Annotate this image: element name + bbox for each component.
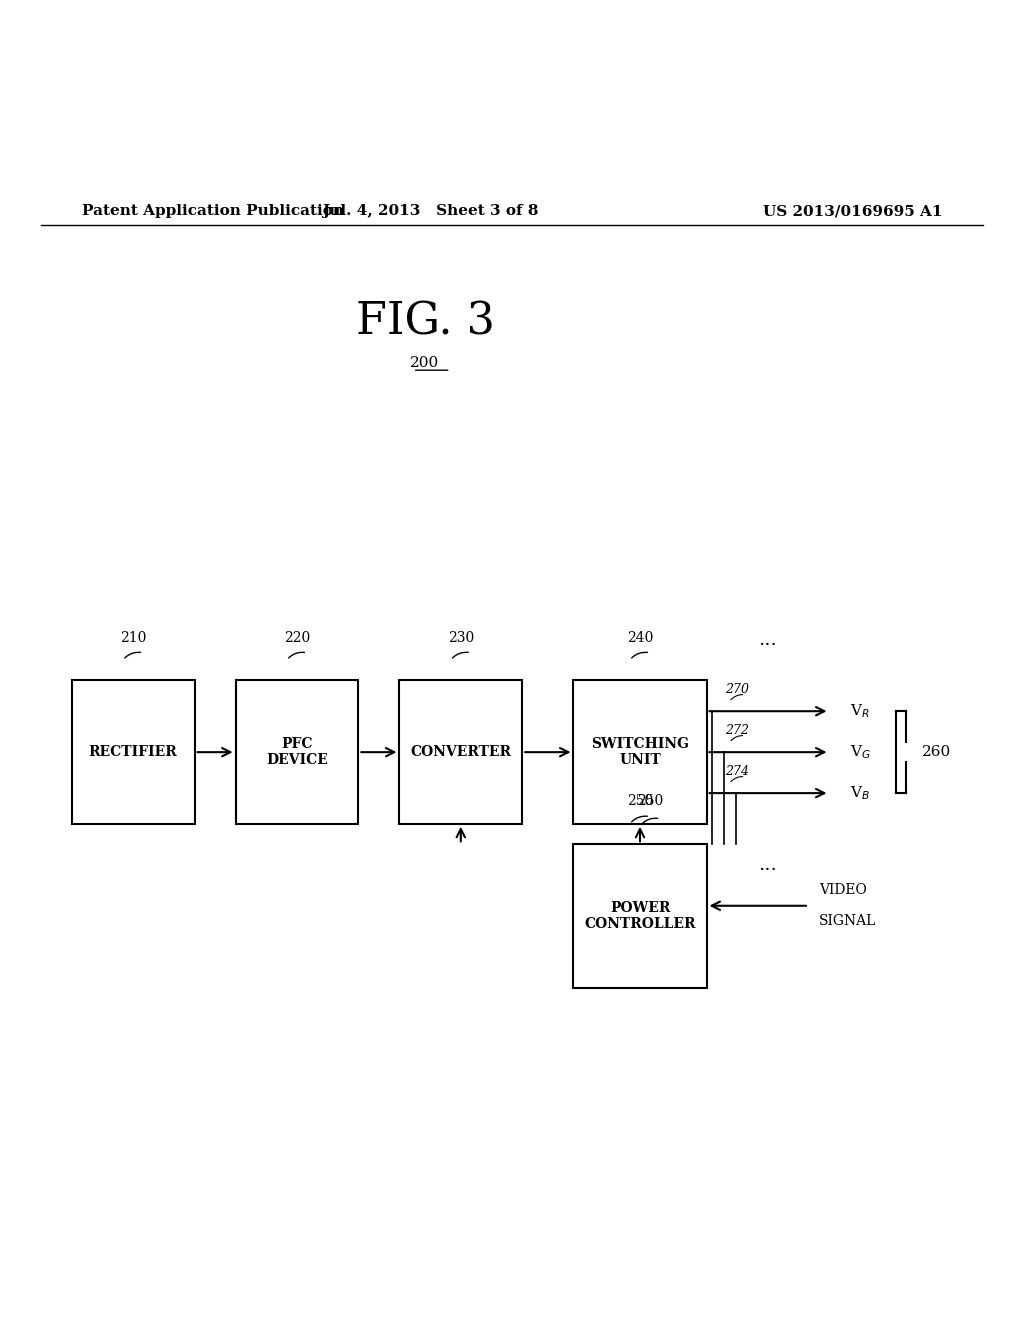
Text: SWITCHING
UNIT: SWITCHING UNIT <box>591 737 689 767</box>
Text: 210: 210 <box>120 631 146 644</box>
Text: V$_G$: V$_G$ <box>850 743 871 762</box>
Text: Jul. 4, 2013   Sheet 3 of 8: Jul. 4, 2013 Sheet 3 of 8 <box>322 205 539 218</box>
Text: V$_R$: V$_R$ <box>850 702 869 719</box>
Text: Patent Application Publication: Patent Application Publication <box>82 205 344 218</box>
Text: 250: 250 <box>627 795 653 808</box>
Text: V$_B$: V$_B$ <box>850 784 869 803</box>
Text: 200: 200 <box>411 356 439 370</box>
FancyBboxPatch shape <box>573 845 707 987</box>
Text: 270: 270 <box>725 682 750 696</box>
Text: CONVERTER: CONVERTER <box>411 746 511 759</box>
Text: POWER
CONTROLLER: POWER CONTROLLER <box>585 902 695 931</box>
Text: VIDEO: VIDEO <box>819 883 867 898</box>
Text: FIG. 3: FIG. 3 <box>355 301 495 343</box>
Text: 260: 260 <box>922 746 951 759</box>
Text: 250: 250 <box>637 795 664 808</box>
Text: 220: 220 <box>284 631 310 644</box>
Text: 230: 230 <box>447 631 474 644</box>
Text: 274: 274 <box>725 764 750 777</box>
Text: ...: ... <box>759 631 777 648</box>
Text: SIGNAL: SIGNAL <box>819 915 877 928</box>
Text: ...: ... <box>759 855 777 874</box>
FancyBboxPatch shape <box>399 681 522 824</box>
FancyBboxPatch shape <box>236 681 358 824</box>
Text: 272: 272 <box>725 723 750 737</box>
Text: RECTIFIER: RECTIFIER <box>89 746 177 759</box>
Text: 240: 240 <box>627 631 653 644</box>
FancyBboxPatch shape <box>72 681 195 824</box>
Text: PFC
DEVICE: PFC DEVICE <box>266 737 328 767</box>
FancyBboxPatch shape <box>573 681 707 824</box>
Text: US 2013/0169695 A1: US 2013/0169695 A1 <box>763 205 942 218</box>
